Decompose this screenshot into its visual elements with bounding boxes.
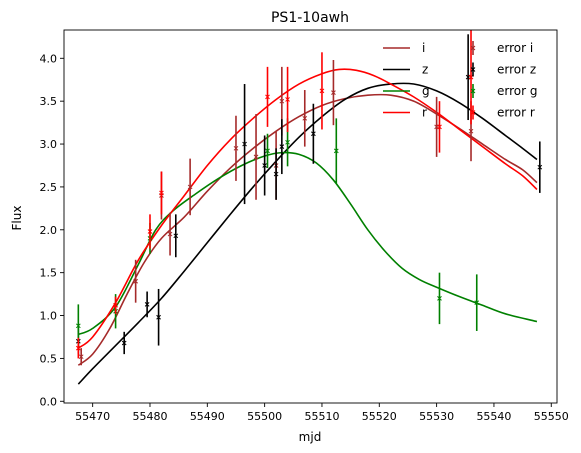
legend-marker (470, 110, 476, 115)
data-point (265, 94, 270, 100)
data-point (285, 97, 290, 102)
data-point (437, 124, 442, 130)
y-tick-label: 1.0 (40, 310, 58, 323)
y-tick-label: 1.5 (40, 267, 58, 280)
data-point (279, 144, 285, 149)
data-point (159, 190, 164, 196)
legend-item-z: z (383, 63, 428, 77)
legend-item-r: r (383, 106, 427, 120)
data-point (144, 302, 150, 307)
data-point (468, 128, 474, 134)
data-point (537, 164, 543, 170)
series-errorbars-error-z (75, 34, 543, 355)
legend-label: z (422, 63, 428, 77)
y-axis-label: Flux (10, 206, 24, 231)
data-point (133, 278, 139, 284)
legend-marker (470, 45, 476, 51)
data-point (113, 302, 118, 308)
data-point (121, 340, 127, 346)
data-point (75, 345, 81, 351)
y-tick-label: 2.0 (40, 224, 58, 237)
x-tick-label: 55490 (190, 410, 225, 423)
x-tick-label: 55540 (476, 410, 511, 423)
y-tick-label: 3.0 (40, 138, 58, 151)
x-tick-label: 55480 (132, 410, 167, 423)
data-point (75, 323, 81, 329)
data-point (279, 98, 285, 104)
x-tick-label: 55510 (304, 410, 339, 423)
data-point (187, 184, 193, 190)
y-tick-label: 0.5 (40, 352, 58, 365)
legend-label: error g (497, 84, 537, 98)
legend-marker (470, 88, 476, 94)
data-point (78, 354, 84, 360)
data-point (285, 139, 290, 145)
data-point (156, 314, 161, 320)
legend-label: r (422, 106, 427, 120)
y-tick-label: 4.0 (40, 52, 58, 65)
legend-label: g (422, 84, 430, 98)
x-tick-label: 55470 (75, 410, 110, 423)
legend-item-error-z: error z (470, 62, 536, 77)
data-point (233, 145, 239, 151)
y-tick-label: 0.0 (40, 395, 58, 408)
chart-title: PS1-10awh (271, 10, 349, 26)
data-point (262, 163, 267, 168)
legend-item-error-r: error r (470, 105, 535, 120)
series-line-i (77, 93, 538, 366)
legend-item-error-i: error i (470, 41, 533, 55)
x-tick-label: 55520 (362, 410, 397, 423)
series-line-g (78, 151, 538, 336)
data-point (333, 148, 339, 154)
y-tick-label: 3.5 (40, 95, 58, 108)
legend-item-i: i (383, 41, 425, 55)
series-errorbars-error-r (75, 30, 474, 359)
x-axis-label: mjd (299, 430, 322, 444)
data-point (474, 300, 480, 306)
data-point (173, 233, 179, 239)
data-point (253, 154, 259, 160)
plot-area (75, 30, 543, 385)
axes-frame (63, 29, 558, 404)
data-point (319, 88, 325, 94)
series-line-z (77, 82, 538, 385)
data-point (311, 131, 316, 137)
series-errorbars-error-i (78, 60, 474, 366)
data-point (437, 296, 442, 301)
x-tick-label: 55500 (247, 410, 282, 423)
data-point (331, 90, 336, 95)
legend-item-error-g: error g (470, 84, 537, 98)
data-point (302, 115, 308, 121)
legend-label: error i (497, 41, 533, 55)
legend-item-g: g (383, 84, 430, 98)
legend-marker (470, 67, 476, 72)
data-point (273, 171, 279, 177)
axes: 55470 55480 55490 55500 55510 55520 55530 55540… (40, 29, 569, 423)
data-point (265, 148, 270, 154)
legend-label: i (422, 41, 425, 55)
x-tick-label: 55550 (534, 410, 569, 423)
x-tick-label: 55530 (419, 410, 454, 423)
data-point (242, 141, 247, 147)
legend-label: error z (497, 63, 536, 77)
data-point (147, 229, 153, 234)
legend-label: error r (497, 106, 535, 120)
y-tick-label: 2.5 (40, 181, 58, 194)
data-point (167, 231, 173, 237)
